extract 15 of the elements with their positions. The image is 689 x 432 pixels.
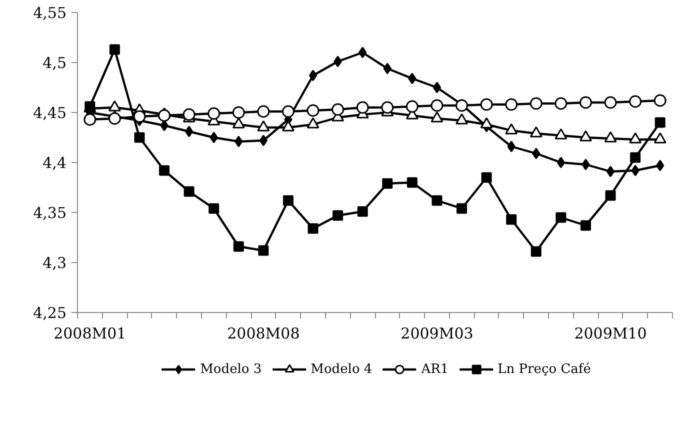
legend-label: Ln Preço Café: [498, 362, 591, 376]
y-tick-label: 4,5: [42, 54, 67, 72]
y-tick-label: 4,4: [42, 154, 67, 172]
x-tick-label: 2009M03: [400, 324, 474, 342]
y-tick-label: 4,3: [42, 254, 67, 272]
y-tick-label: 4,45: [33, 104, 67, 122]
x-tick-label: 2009M10: [574, 324, 647, 342]
x-tick-label: 2008M01: [54, 324, 126, 342]
legend-label: Modelo 3: [200, 362, 262, 376]
x-tick-label: 2008M08: [227, 324, 300, 342]
legend-label: Modelo 4: [310, 362, 372, 376]
legend-label: AR1: [421, 362, 449, 376]
y-tick-label: 4,25: [33, 304, 67, 322]
y-tick-label: 4,35: [33, 204, 67, 222]
y-tick-label: 4,55: [33, 4, 67, 22]
